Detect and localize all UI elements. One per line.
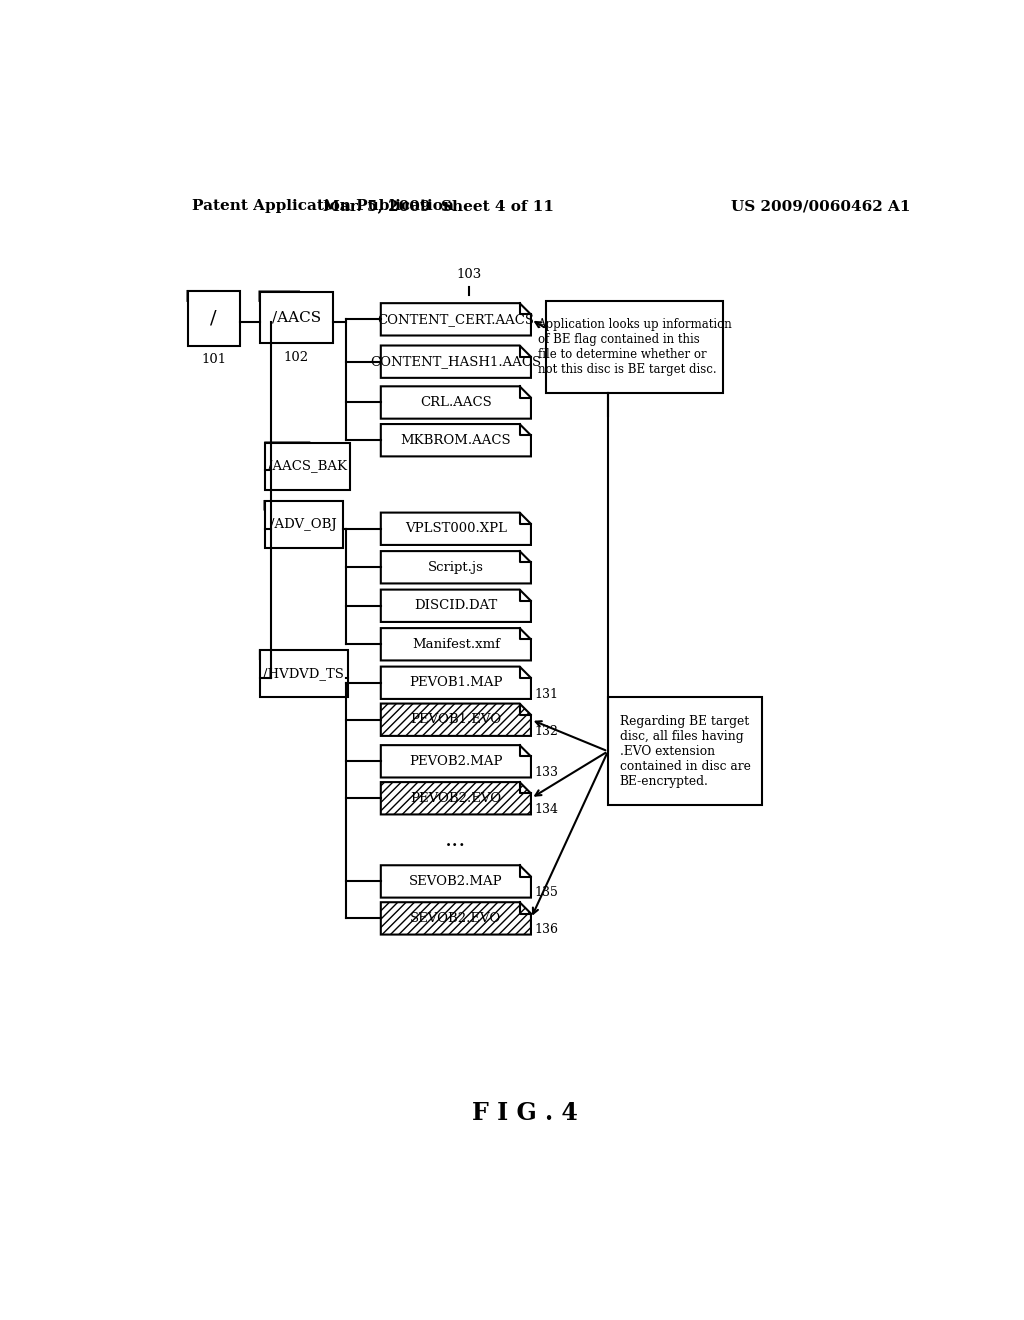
Bar bbox=[187, 290, 240, 346]
Polygon shape bbox=[381, 866, 531, 898]
Text: CRL.AACS: CRL.AACS bbox=[420, 396, 492, 409]
Text: Regarding BE target
disc, all files having
.EVO extension
contained in disc are
: Regarding BE target disc, all files havi… bbox=[620, 715, 751, 788]
Polygon shape bbox=[265, 442, 310, 451]
Polygon shape bbox=[381, 903, 531, 935]
Polygon shape bbox=[187, 290, 219, 301]
Polygon shape bbox=[381, 744, 531, 777]
Text: F I G . 4: F I G . 4 bbox=[472, 1101, 578, 1125]
Text: /AACS: /AACS bbox=[271, 310, 321, 325]
Text: 134: 134 bbox=[535, 804, 558, 816]
Text: Mar. 5, 2009  Sheet 4 of 11: Mar. 5, 2009 Sheet 4 of 11 bbox=[323, 199, 554, 213]
Polygon shape bbox=[381, 346, 531, 378]
Polygon shape bbox=[381, 552, 531, 583]
Polygon shape bbox=[381, 304, 531, 335]
Polygon shape bbox=[381, 667, 531, 700]
Text: 133: 133 bbox=[535, 767, 558, 779]
Text: 136: 136 bbox=[535, 924, 558, 936]
Polygon shape bbox=[259, 292, 300, 301]
Polygon shape bbox=[381, 424, 531, 457]
Text: SEVOB2.EVO: SEVOB2.EVO bbox=[411, 912, 502, 925]
Text: /HVDVD_TS: /HVDVD_TS bbox=[263, 668, 344, 680]
Bar bbox=[260, 651, 348, 697]
Text: 132: 132 bbox=[535, 725, 558, 738]
Text: CONTENT_CERT.AACS: CONTENT_CERT.AACS bbox=[378, 313, 535, 326]
Text: MKBROM.AACS: MKBROM.AACS bbox=[400, 434, 511, 446]
Text: 102: 102 bbox=[284, 351, 308, 363]
Text: PEVOB1.EVO: PEVOB1.EVO bbox=[411, 713, 502, 726]
Text: SEVOB2.MAP: SEVOB2.MAP bbox=[409, 875, 503, 888]
Polygon shape bbox=[260, 651, 306, 659]
Text: Manifest.xmf: Manifest.xmf bbox=[412, 638, 500, 651]
Text: VPLST000.XPL: VPLST000.XPL bbox=[404, 523, 507, 536]
Text: Patent Application Publication: Patent Application Publication bbox=[193, 199, 455, 213]
Polygon shape bbox=[264, 502, 306, 510]
Bar bbox=[547, 301, 724, 393]
Text: CONTENT_HASH1.AACS: CONTENT_HASH1.AACS bbox=[371, 355, 542, 368]
Text: PEVOB1.MAP: PEVOB1.MAP bbox=[410, 676, 503, 689]
Polygon shape bbox=[381, 781, 531, 814]
Text: /AACS_BAK: /AACS_BAK bbox=[268, 459, 347, 473]
Bar bbox=[264, 502, 343, 548]
Text: 131: 131 bbox=[535, 688, 558, 701]
Bar bbox=[608, 697, 762, 805]
Polygon shape bbox=[381, 590, 531, 622]
Polygon shape bbox=[381, 512, 531, 545]
Bar bbox=[259, 292, 333, 343]
Text: /: / bbox=[210, 309, 217, 327]
Text: ...: ... bbox=[445, 829, 467, 851]
Polygon shape bbox=[381, 628, 531, 660]
Polygon shape bbox=[381, 704, 531, 737]
Bar bbox=[265, 442, 350, 490]
Text: 101: 101 bbox=[201, 352, 226, 366]
Text: DISCID.DAT: DISCID.DAT bbox=[415, 599, 498, 612]
Text: PEVOB2.MAP: PEVOB2.MAP bbox=[410, 755, 503, 768]
Text: 135: 135 bbox=[535, 887, 558, 899]
Text: US 2009/0060462 A1: US 2009/0060462 A1 bbox=[731, 199, 910, 213]
Text: Application looks up information
of BE flag contained in this
file to determine : Application looks up information of BE f… bbox=[538, 318, 732, 376]
Text: PEVOB2.EVO: PEVOB2.EVO bbox=[411, 792, 502, 805]
Polygon shape bbox=[381, 387, 531, 418]
Text: 103: 103 bbox=[457, 268, 482, 281]
Text: Script.js: Script.js bbox=[428, 561, 483, 574]
Text: /ADV_OBJ: /ADV_OBJ bbox=[270, 517, 337, 531]
